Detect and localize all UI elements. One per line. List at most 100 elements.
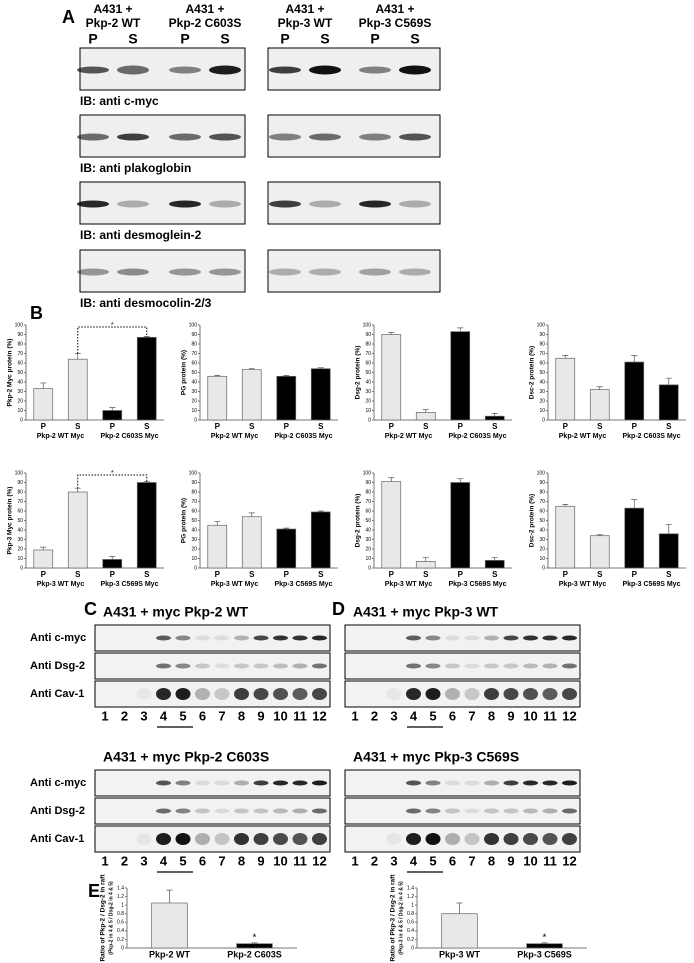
y-tick-label: 10: [191, 556, 197, 562]
blot-band: [425, 808, 441, 814]
y-tick-label: 50: [191, 518, 197, 524]
y-tick-label: 30: [365, 537, 371, 543]
x-tick-label: P: [389, 570, 395, 579]
blot-band: [562, 833, 577, 845]
row-label: Anti Cav-1: [30, 833, 84, 845]
y-tick-label: 100: [189, 322, 198, 328]
blot-band: [195, 833, 210, 845]
blot-band: [562, 635, 577, 641]
blot-band: [156, 833, 171, 845]
x-tick-label: P: [215, 422, 221, 431]
y-axis-sublabel: (Pkp-3 in 4 & 5 / Dsg-2 in 4 & 5): [398, 881, 404, 955]
lane-number: 1: [351, 853, 358, 868]
y-axis-label: Pkp-3 Myc protein (%): [7, 487, 14, 555]
blot-band: [195, 663, 210, 669]
error-bar: [491, 557, 498, 561]
bar: [555, 357, 576, 421]
y-tick-label: 80: [539, 489, 545, 495]
y-tick-label: 90: [17, 332, 23, 338]
blot-band: [425, 663, 441, 669]
lane-label: S: [320, 31, 329, 47]
y-axis-label: PG protein (%): [181, 498, 188, 543]
y-tick-label: 50: [17, 518, 23, 524]
y-tick-label: 0.4: [117, 928, 124, 934]
blot-band: [214, 808, 230, 814]
lane-number: 2: [371, 853, 378, 868]
y-tick-label: 30: [539, 537, 545, 543]
blot-box: [79, 249, 246, 293]
error-bar: [143, 336, 150, 338]
blot-band: [156, 808, 171, 814]
blot-band: [169, 133, 201, 141]
x-tick-label: P: [458, 570, 464, 579]
y-tick-label: 1: [411, 902, 414, 908]
lane-number: 11: [293, 708, 307, 723]
error-bar: [317, 367, 324, 369]
y-tick-label: 30: [17, 537, 23, 543]
blot-band: [503, 635, 519, 641]
blot-band: [273, 635, 288, 641]
y-tick-label: 20: [365, 398, 371, 404]
y-tick-label: 90: [191, 332, 197, 338]
y-axis-label: Pkp-2 Myc protein (%): [7, 339, 14, 407]
lane-number: 7: [468, 708, 475, 723]
y-tick-label: 100: [537, 322, 546, 328]
y-tick-label: 100: [363, 470, 372, 476]
panel-label: A: [62, 7, 75, 27]
error-bar: [422, 557, 429, 562]
blot-band: [542, 833, 558, 845]
y-tick-label: 90: [191, 480, 197, 486]
blot-box: [344, 680, 581, 708]
error-bar: [40, 382, 47, 389]
blot-band: [195, 780, 210, 786]
y-tick-label: 20: [17, 546, 23, 552]
error-bar: [665, 523, 672, 534]
blot-box: [344, 624, 581, 652]
y-tick-label: 20: [191, 546, 197, 552]
blot-band: [117, 133, 149, 141]
blot-band: [542, 780, 558, 786]
blot-band: [273, 833, 288, 845]
x-tick-label: S: [597, 570, 603, 579]
blot-band: [562, 688, 577, 700]
y-tick-label: 90: [539, 480, 545, 486]
x-tick-label: P: [41, 570, 47, 579]
error-bar: [74, 353, 81, 360]
y-tick-label: 10: [365, 408, 371, 414]
column-header: Pkp-3 C569S: [359, 16, 432, 30]
lane-number: 8: [238, 708, 245, 723]
y-tick-label: 100: [15, 470, 24, 476]
y-tick-label: 60: [539, 360, 545, 366]
blot-band: [214, 663, 230, 669]
blot-box: [94, 652, 331, 680]
blot-band: [292, 663, 308, 669]
y-tick-label: 0: [20, 417, 23, 423]
y-tick-label: 0: [368, 565, 371, 571]
y-tick-label: 10: [539, 408, 545, 414]
x-tick-label: P: [110, 570, 116, 579]
lane-label: P: [88, 31, 97, 47]
y-tick-label: 40: [17, 527, 23, 533]
blot-band: [136, 688, 152, 700]
y-axis-label: Dsg-2 protein (%): [355, 494, 362, 548]
blot-band: [386, 688, 402, 700]
blot-band: [253, 808, 269, 814]
error-bar: [40, 546, 47, 550]
lane-number: 1: [351, 708, 358, 723]
group-label: Pkp-2 C603S Myc: [449, 433, 507, 440]
y-tick-label: 0.2: [407, 937, 414, 943]
y-tick-label: 70: [17, 499, 23, 505]
error-bar: [491, 413, 498, 417]
row-label: Anti c-myc: [30, 777, 86, 789]
blot-band: [464, 663, 480, 669]
y-tick-label: 80: [365, 489, 371, 495]
y-tick-label: 70: [17, 351, 23, 357]
y-tick-label: 20: [191, 398, 197, 404]
blot-band: [562, 663, 577, 669]
bar: [236, 943, 273, 949]
blot-band: [209, 268, 241, 276]
blot-band: [523, 833, 538, 845]
group-label: Pkp-3 C569S Myc: [275, 581, 333, 588]
blot-band: [523, 688, 538, 700]
blot-band: [195, 688, 210, 700]
